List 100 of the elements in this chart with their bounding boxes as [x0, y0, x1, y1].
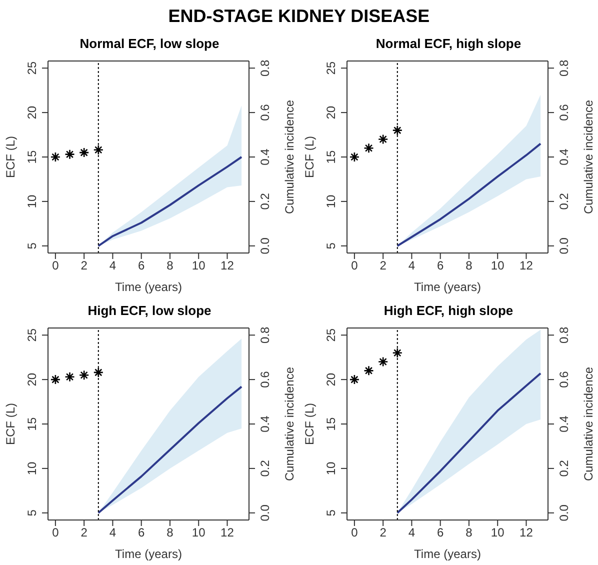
- point: [378, 134, 388, 144]
- y2-tick-label: 0.6: [557, 104, 571, 121]
- y2-tick-label: 0.0: [557, 504, 571, 522]
- x-tick-label: 12: [220, 258, 234, 273]
- x-tick-label: 4: [408, 526, 416, 540]
- x-tick-label: 2: [80, 258, 88, 273]
- y2-tick-label: 0.0: [557, 237, 571, 254]
- point: [78, 370, 90, 380]
- point: [364, 366, 374, 376]
- x-tick-label: 6: [437, 526, 444, 540]
- y2-tick-label: 0.6: [557, 370, 571, 388]
- y2-axis-title: Cumulative incidence: [282, 100, 296, 214]
- y-tick-label: 15: [25, 417, 39, 431]
- point: [378, 356, 388, 367]
- x-tick-label: 4: [109, 258, 116, 273]
- point: [93, 144, 104, 156]
- point: [50, 152, 61, 162]
- x-tick-label: 12: [520, 258, 534, 273]
- y-tick-label: 5: [324, 242, 338, 250]
- point: [64, 372, 75, 382]
- point: [349, 152, 360, 162]
- x-tick-label: 10: [490, 258, 505, 273]
- x-tick-label: 6: [138, 526, 145, 540]
- x-tick-label: 8: [166, 258, 174, 273]
- x-tick-label: 12: [520, 526, 534, 540]
- point: [364, 142, 374, 154]
- point: [50, 374, 61, 385]
- y-axis-title: ECF (L): [3, 402, 18, 445]
- x-tick-label: 2: [380, 258, 387, 273]
- y-axis-title: ECF (L): [3, 136, 18, 178]
- chart-title: Normal ECF, low slope: [78, 36, 220, 51]
- y-tick-label: 20: [324, 106, 338, 120]
- y2-tick-label: 0.8: [258, 59, 272, 76]
- text: END-STAGE KIDNEY DISEASE: [168, 6, 430, 26]
- y-tick-label: 5: [324, 509, 338, 516]
- x-tick-label: 0: [52, 258, 60, 273]
- y-tick-label: 15: [324, 150, 338, 164]
- y-axis-title: ECF (L): [302, 402, 316, 445]
- x-tick-label: 0: [351, 526, 358, 540]
- x-tick-label: 8: [466, 526, 473, 540]
- point: [392, 348, 403, 358]
- x-tick-label: 6: [138, 258, 145, 273]
- y-tick-label: 5: [25, 509, 39, 516]
- x-axis-title: Time (years): [414, 280, 481, 294]
- y2-axis-title: Cumulative incidence: [581, 100, 596, 214]
- y2-tick-label: 0.8: [258, 326, 272, 344]
- line-series: [97, 386, 243, 514]
- y2-tick-label: 0.6: [258, 104, 272, 121]
- y2-tick-label: 0.4: [258, 415, 272, 432]
- y-tick-label: 20: [25, 372, 39, 386]
- y-tick-label: 5: [25, 242, 39, 250]
- x-tick-label: 4: [408, 258, 416, 273]
- x-tick-label: 12: [220, 526, 234, 540]
- y2-tick-label: 0.0: [258, 504, 272, 522]
- y-tick-label: 10: [25, 461, 39, 476]
- point: [349, 374, 360, 385]
- x-tick-label: 0: [351, 258, 358, 273]
- x-tick-label: 2: [380, 526, 387, 540]
- chart-title: Normal ECF, high slope: [374, 36, 522, 51]
- point: [392, 125, 403, 136]
- x-axis-title: Time (years): [414, 547, 481, 561]
- y2-tick-label: 0.6: [258, 370, 272, 388]
- y2-tick-label: 0.2: [557, 192, 571, 210]
- x-tick-label: 10: [192, 526, 206, 540]
- chart-title: High ECF, low slope: [86, 303, 212, 318]
- y2-axis-title: Cumulative incidence: [581, 366, 596, 482]
- y2-tick-label: 0.2: [258, 460, 272, 477]
- y-tick-label: 25: [324, 61, 338, 75]
- line-series: [396, 372, 542, 514]
- x-tick-label: 8: [166, 526, 174, 540]
- y-axis-title: ECF (L): [302, 136, 316, 178]
- x-tick-label: 4: [109, 526, 116, 540]
- x-axis-title: Time (years): [115, 547, 182, 561]
- y-tick-label: 15: [324, 417, 338, 431]
- y-tick-label: 20: [25, 106, 39, 120]
- y-tick-label: 25: [25, 61, 39, 75]
- y-tick-label: 25: [25, 328, 39, 342]
- y-tick-label: 15: [25, 150, 39, 164]
- x-tick-label: 10: [192, 258, 206, 273]
- y-tick-label: 10: [324, 194, 338, 208]
- x-tick-label: 10: [490, 526, 505, 540]
- y2-tick-label: 0.4: [258, 148, 272, 166]
- y2-tick-label: 0.4: [557, 148, 571, 166]
- y-tick-label: 10: [324, 461, 338, 476]
- x-axis-title: Time (years): [115, 280, 182, 294]
- x-tick-label: 0: [52, 526, 60, 540]
- y2-tick-label: 0.4: [557, 415, 571, 432]
- y-tick-label: 10: [25, 194, 39, 208]
- point: [93, 367, 104, 378]
- y2-tick-label: 0.0: [258, 237, 272, 254]
- line-series: [97, 156, 243, 247]
- chart-title: High ECF, high slope: [382, 303, 514, 318]
- line-series: [396, 142, 542, 247]
- y2-axis-title: Cumulative incidence: [282, 366, 296, 482]
- y-tick-label: 25: [324, 328, 338, 342]
- x-tick-label: 2: [80, 526, 88, 540]
- x-tick-label: 8: [466, 258, 473, 273]
- point: [64, 149, 75, 160]
- y2-tick-label: 0.8: [557, 59, 571, 76]
- x-tick-label: 6: [437, 258, 444, 273]
